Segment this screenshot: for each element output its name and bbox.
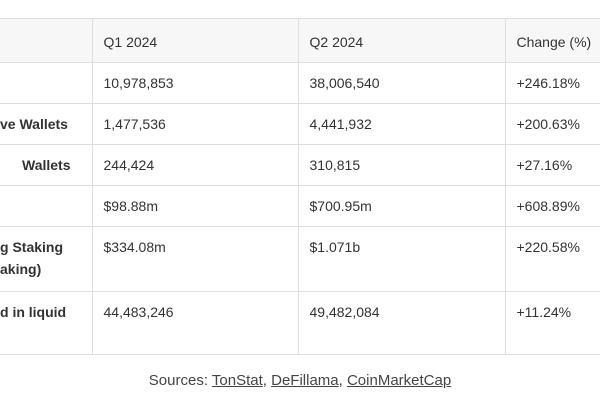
table-row: 10,978,853 38,006,540 +246.18% [0, 62, 600, 104]
table-cell: 49,482,084 [297, 291, 505, 355]
row-label-line: d in liquid [0, 304, 67, 320]
table-cell: 310,815 [297, 144, 505, 186]
row-label-line: Wallets [22, 157, 71, 173]
table-cell: $1.071b [297, 226, 505, 292]
row-label: ve Wallets [0, 103, 92, 145]
table-cell: $334.08m [91, 226, 298, 292]
table-cell: +11.24% [504, 291, 600, 355]
data-table: Q1 2024 Q2 2024 Change (%) 10,978,853 38,00… [0, 18, 600, 355]
row-label-line: ve Wallets [0, 116, 68, 132]
table-cell: 44,483,246 [91, 291, 298, 355]
sources-prefix: Sources: [148, 372, 212, 389]
source-link[interactable]: CoinMarketCap [346, 372, 452, 389]
header-cell [0, 18, 92, 63]
separator: , [338, 372, 347, 389]
header-row: Q1 2024 Q2 2024 Change (%) [0, 18, 600, 63]
row-label: g Staking aking) [0, 226, 92, 292]
table-cell: +608.89% [504, 185, 600, 227]
separator: , [262, 372, 272, 389]
table-cell: 38,006,540 [297, 62, 505, 104]
table-cell: +246.18% [504, 62, 600, 104]
table-cell: +27.16% [504, 144, 600, 186]
table-row: $98.88m $700.95m +608.89% [0, 185, 600, 227]
row-label [0, 185, 92, 227]
table-row: g Staking aking) $334.08m $1.071b +220.58% [0, 226, 600, 292]
row-label: d in liquid [0, 291, 92, 355]
header-cell: Change (%) [504, 18, 600, 63]
table-row: Wallets 244,424 310,815 +27.16% [0, 144, 600, 186]
sources: Sources: TonStat, DeFillama, CoinMarketC… [0, 372, 600, 389]
table-cell: 10,978,853 [91, 62, 298, 104]
table-row: d in liquid 44,483,246 49,482,084 +11.24% [0, 291, 600, 355]
source-link[interactable]: DeFillama [271, 372, 339, 389]
table-cell: +200.63% [504, 103, 600, 145]
table-row: ve Wallets 1,477,536 4,441,932 +200.63% [0, 103, 600, 145]
row-label [0, 62, 92, 104]
table-cell: 4,441,932 [297, 103, 505, 145]
header-cell: Q2 2024 [297, 18, 505, 63]
table-cell: $98.88m [91, 185, 298, 227]
header-cell: Q1 2024 [91, 18, 298, 63]
row-label: Wallets [0, 144, 92, 186]
table-cell: +220.58% [504, 226, 600, 292]
row-label-line: g Staking [0, 239, 64, 255]
table-cell: $700.95m [297, 185, 505, 227]
source-link[interactable]: TonStat [211, 372, 263, 389]
table-cell: 244,424 [91, 144, 298, 186]
row-label-line: aking) [0, 261, 42, 277]
table-cell: 1,477,536 [91, 103, 298, 145]
